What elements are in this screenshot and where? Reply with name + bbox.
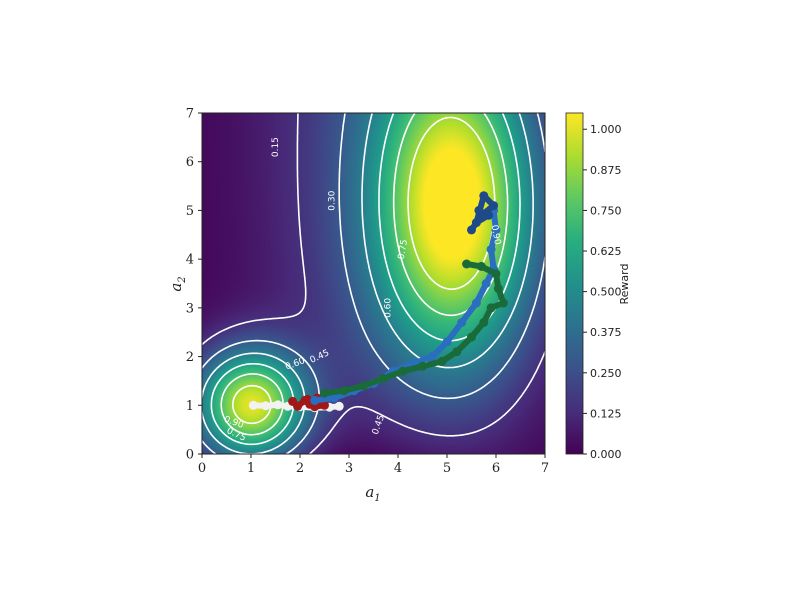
x-tick-label: 1 xyxy=(247,461,255,476)
colorbar-tick-label: 0.250 xyxy=(590,367,622,380)
y-axis-ticks: 0 1 2 3 4 5 6 7 xyxy=(186,107,202,463)
trajectory-point xyxy=(320,400,329,410)
trajectory-point xyxy=(359,381,369,391)
y-tick-label: 4 xyxy=(186,253,194,268)
trajectory-point xyxy=(474,205,484,215)
contour-line xyxy=(202,113,545,454)
colorbar-ticks: 0.000 0.125 0.250 0.375 0.500 0.625 0.750 0.875… xyxy=(583,123,622,461)
trajectory-point xyxy=(486,303,496,313)
x-tick-label: 0 xyxy=(198,461,206,476)
x-axis-title-main: a xyxy=(365,483,374,501)
y-tick-label: 6 xyxy=(186,155,194,170)
contour-line xyxy=(220,113,509,436)
x-axis-ticks: 0 1 2 3 4 5 6 7 xyxy=(198,454,549,476)
trajectory-point xyxy=(339,386,349,396)
y-axis-title-sub: 2 xyxy=(177,276,188,283)
trajectory-point xyxy=(479,191,489,201)
x-axis-title-sub: 1 xyxy=(374,493,380,504)
trajectory-point xyxy=(273,400,283,410)
colorbar-tick-label: 0.375 xyxy=(590,326,622,339)
y-tick-label: 3 xyxy=(186,301,194,316)
trajectory-point xyxy=(329,393,339,403)
trajectory-point xyxy=(442,337,452,347)
trajectory-point xyxy=(471,218,481,228)
contour-label: 0.30 xyxy=(327,190,337,210)
trajectory-point xyxy=(320,388,329,398)
trajectory-point xyxy=(489,201,499,211)
colorbar-gradient xyxy=(565,112,584,455)
x-tick-label: 6 xyxy=(492,461,500,476)
colorbar-tick-label: 0.000 xyxy=(590,448,622,461)
contour-label: 0.90 xyxy=(489,224,502,246)
trajectory-point xyxy=(437,356,447,366)
colorbar: 0.000 0.125 0.250 0.375 0.500 0.625 0.750 0.875… xyxy=(565,112,631,461)
contour-label: 0.15 xyxy=(271,137,281,157)
trajectory-point xyxy=(467,332,476,342)
trajectory-point xyxy=(293,401,303,411)
trajectory-point xyxy=(310,395,320,405)
x-tick-label: 2 xyxy=(296,461,304,476)
x-tick-label: 5 xyxy=(443,461,451,476)
y-tick-label: 0 xyxy=(186,448,194,463)
y-tick-label: 7 xyxy=(186,107,194,122)
x-tick-label: 3 xyxy=(345,461,353,476)
trajectory-point xyxy=(310,402,320,412)
trajectory-point xyxy=(493,283,503,293)
trajectory-point xyxy=(302,394,312,404)
y-tick-label: 2 xyxy=(186,350,194,365)
trajectory-point xyxy=(462,259,472,269)
trajectory-point xyxy=(471,298,481,308)
y-tick-label: 5 xyxy=(186,204,194,219)
trajectories xyxy=(248,191,508,413)
trajectory-point xyxy=(452,347,462,357)
colorbar-tick-label: 0.125 xyxy=(590,407,622,420)
trajectory-point xyxy=(498,298,508,308)
y-axis-title: a2 xyxy=(167,276,188,291)
contour-label: 0.75 xyxy=(397,239,410,260)
y-tick-label: 1 xyxy=(186,399,194,414)
trajectory-point xyxy=(476,261,486,271)
trajectory-point xyxy=(491,269,501,279)
trajectory-point xyxy=(479,318,489,327)
y-axis-title-main: a xyxy=(167,283,185,292)
trajectory-point xyxy=(467,225,476,235)
trajectory-point xyxy=(378,374,388,383)
trajectory-point xyxy=(484,210,494,220)
colorbar-tick-label: 0.500 xyxy=(590,286,622,299)
trajectory-point xyxy=(418,361,427,371)
trajectory-point xyxy=(481,279,491,288)
plot-frame xyxy=(201,112,546,455)
colorbar-tick-label: 0.875 xyxy=(590,164,622,177)
contour-line xyxy=(232,116,496,425)
trajectory-point xyxy=(457,318,467,327)
colorbar-tick-label: 0.750 xyxy=(590,204,622,217)
trajectory-point xyxy=(427,352,437,362)
trajectory-line xyxy=(321,261,507,397)
colorbar-tick-label: 1.000 xyxy=(590,123,622,136)
plot-area: 0.150.300.450.600.750.900.600.750.900.45 xyxy=(202,113,545,454)
trajectory-point xyxy=(491,225,501,235)
contour-label: 0.60 xyxy=(384,298,394,318)
x-tick-label: 7 xyxy=(541,461,549,476)
trajectory-point xyxy=(261,401,271,411)
x-axis-title: a1 xyxy=(365,483,380,504)
colorbar-label: Reward xyxy=(618,264,631,305)
trajectory-point xyxy=(334,401,344,411)
trajectory-point xyxy=(248,400,258,410)
trajectory-point xyxy=(398,366,408,376)
x-tick-label: 4 xyxy=(394,461,402,476)
colorbar-tick-label: 0.625 xyxy=(590,245,622,258)
trajectory-point xyxy=(486,244,496,254)
